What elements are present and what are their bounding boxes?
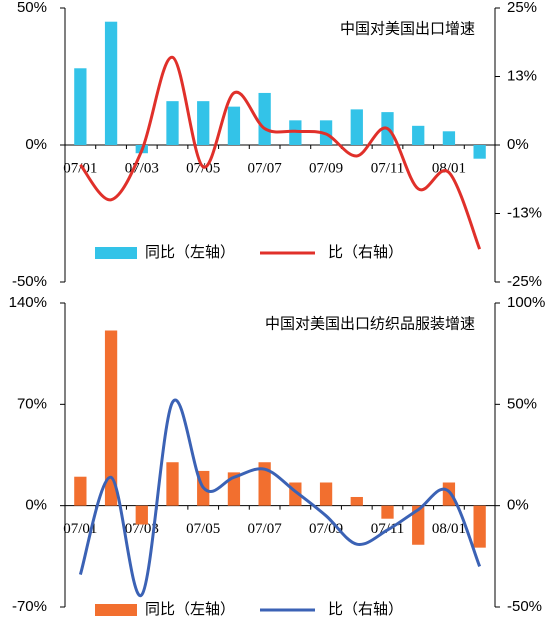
legend-swatch	[95, 604, 137, 616]
x-tick-label: 07/01	[63, 160, 97, 176]
bar	[135, 505, 148, 525]
legend-label: 同比（左轴）	[145, 601, 235, 618]
y-tick-label: 50%	[17, 0, 47, 16]
bar	[381, 505, 394, 519]
bar	[473, 505, 486, 548]
bar	[350, 496, 363, 506]
x-tick-label: 07/07	[248, 521, 283, 537]
y2-tick-label: 25%	[507, 0, 537, 16]
chart-title: 中国对美国出口增速	[340, 20, 475, 37]
legend-label: 比（右轴）	[328, 244, 403, 261]
bar	[412, 125, 425, 145]
x-tick-label: 07/05	[186, 521, 220, 537]
bar	[412, 505, 425, 545]
chart-title: 中国对美国出口纺织品服装增速	[265, 315, 475, 332]
bar	[166, 462, 179, 506]
y2-tick-label: 100%	[507, 294, 545, 311]
x-tick-label: 07/03	[125, 521, 159, 537]
bar	[258, 462, 271, 506]
y2-tick-label: -50%	[507, 598, 542, 615]
y-tick-label: 0%	[25, 136, 47, 153]
y-tick-label: 140%	[9, 294, 47, 311]
x-tick-label: 07/11	[371, 160, 405, 176]
bar	[74, 476, 87, 506]
y-tick-label: 0%	[25, 497, 47, 514]
bar	[258, 92, 271, 145]
bar	[350, 109, 363, 145]
bar	[442, 482, 456, 506]
y2-tick-label: -13%	[507, 204, 542, 221]
y2-tick-label: 13%	[507, 67, 537, 84]
line	[79, 55, 482, 250]
bar	[197, 101, 210, 145]
legend-label: 同比（左轴）	[145, 244, 235, 261]
bar	[104, 330, 118, 506]
legend-label: 比（右轴）	[328, 601, 403, 618]
line	[78, 398, 482, 597]
legend-swatch	[95, 247, 137, 259]
bar	[442, 131, 456, 145]
x-tick-label: 07/07	[248, 160, 283, 176]
bar	[227, 106, 241, 145]
bar	[319, 482, 333, 506]
x-tick-label: 08/01	[432, 521, 466, 537]
y2-tick-label: -25%	[507, 273, 542, 290]
y2-tick-label: 0%	[507, 136, 529, 153]
y-tick-label: 70%	[17, 395, 47, 412]
bar	[166, 101, 179, 145]
y-tick-label: -70%	[12, 598, 47, 615]
y2-tick-label: 50%	[507, 395, 537, 412]
y-tick-label: -50%	[12, 273, 47, 290]
y2-tick-label: 0%	[507, 497, 529, 514]
x-tick-label: 07/09	[309, 160, 343, 176]
bar	[473, 145, 486, 159]
bar	[227, 472, 241, 506]
bar	[74, 68, 87, 145]
bar	[104, 21, 118, 146]
